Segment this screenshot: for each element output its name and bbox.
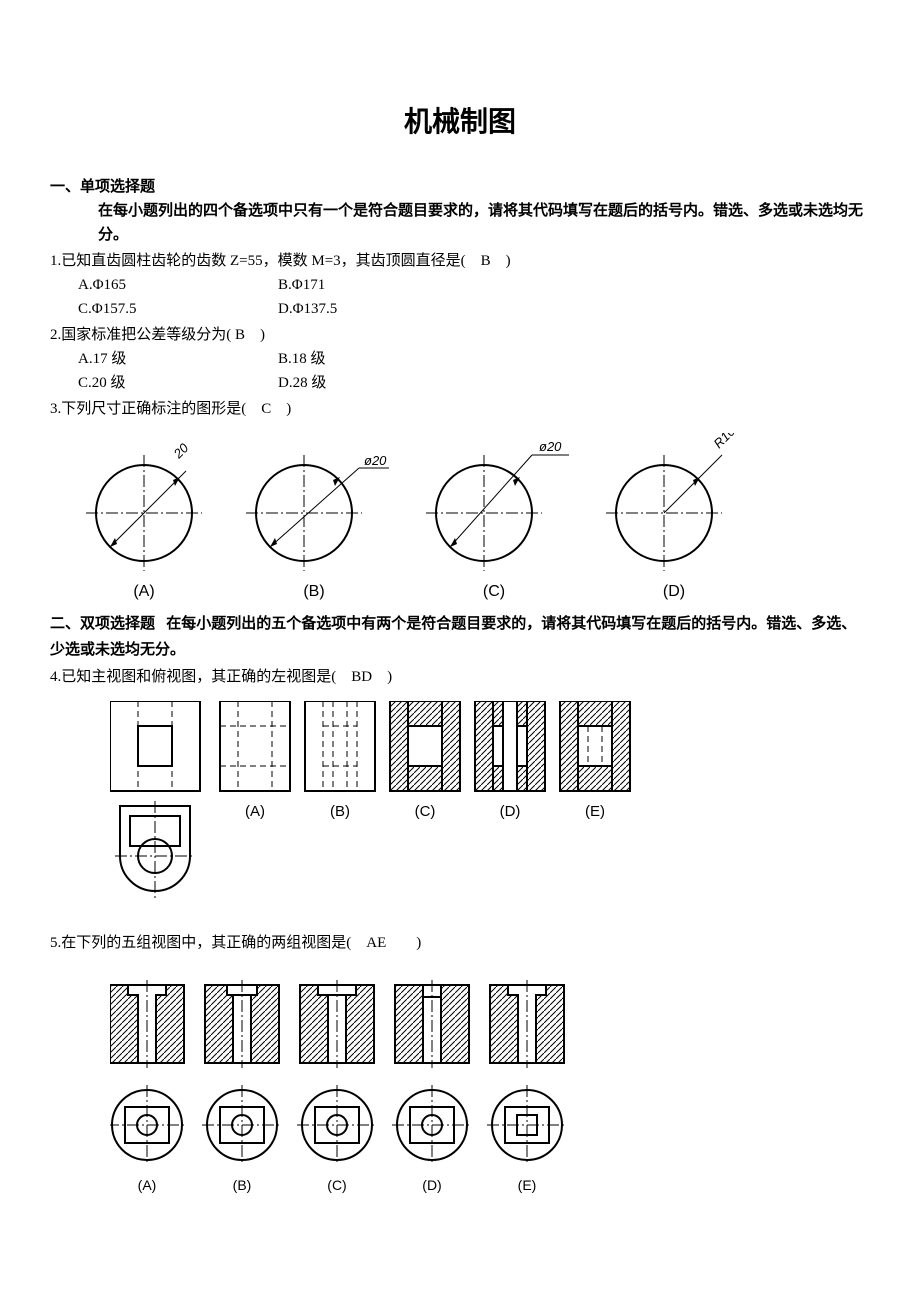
svg-text:(D): (D) bbox=[500, 803, 521, 820]
svg-text:(B): (B) bbox=[330, 803, 350, 820]
q3-figD: R10 (D) bbox=[594, 433, 754, 605]
q1-text: 1.已知直齿圆柱齿轮的齿数 Z=55，模数 M=3，其齿顶圆直径是( B ) bbox=[50, 249, 870, 273]
svg-text:ø20: ø20 bbox=[539, 439, 562, 454]
q1-optB: B.Φ171 bbox=[278, 273, 478, 297]
q1-optC: C.Φ157.5 bbox=[78, 297, 278, 321]
q3-text: 3.下列尺寸正确标注的图形是( C ) bbox=[50, 397, 870, 421]
q5-svg: (A) (B) bbox=[110, 975, 580, 1205]
q2-optD: D.28 级 bbox=[278, 371, 478, 395]
section2-header: 二、双项选择题 在每小题列出的五个备选项中有两个是符合题目要求的，请将其代码填写… bbox=[50, 612, 870, 663]
svg-text:(A): (A) bbox=[245, 803, 265, 820]
q3-figB: ø20 (B) bbox=[234, 433, 394, 605]
section1-header: 一、单项选择题 bbox=[50, 175, 870, 199]
svg-text:20: 20 bbox=[170, 440, 192, 462]
svg-text:(C): (C) bbox=[415, 803, 436, 820]
q3-labelA: (A) bbox=[133, 579, 154, 605]
svg-text:(B): (B) bbox=[233, 1177, 252, 1193]
q1-optA: A.Φ165 bbox=[78, 273, 278, 297]
q3-labelD: (D) bbox=[663, 579, 685, 605]
q4-text: 4.已知主视图和俯视图，其正确的左视图是( BD ) bbox=[50, 665, 870, 689]
section2-prefix: 二、双项选择题 bbox=[50, 616, 155, 632]
svg-text:R10: R10 bbox=[711, 433, 739, 451]
q5-text: 5.在下列的五组视图中，其正确的两组视图是( AE ) bbox=[50, 931, 870, 955]
svg-text:(E): (E) bbox=[518, 1177, 537, 1193]
q2-optB: B.18 级 bbox=[278, 347, 478, 371]
section1-instr: 在每小题列出的四个备选项中只有一个是符合题目要求的，请将其代码填写在题后的括号内… bbox=[98, 199, 870, 247]
q5-figures: (A) (B) bbox=[110, 975, 870, 1205]
svg-text:(A): (A) bbox=[138, 1177, 157, 1193]
section2-instr: 在每小题列出的五个备选项中有两个是符合题目要求的，请将其代码填写在题后的括号内。… bbox=[50, 616, 856, 658]
q1-optD: D.Φ137.5 bbox=[278, 297, 478, 321]
q3-figA: 20 (A) bbox=[74, 433, 214, 605]
q4-figures: (A) (B) (C) bbox=[110, 701, 870, 911]
q3-figures: 20 (A) ø20 (B) ø20 (C) bbox=[74, 433, 870, 605]
q3-figC: ø20 (C) bbox=[414, 433, 574, 605]
q2-optA: A.17 级 bbox=[78, 347, 278, 371]
q2-optC: C.20 级 bbox=[78, 371, 278, 395]
svg-text:ø20: ø20 bbox=[364, 453, 387, 468]
svg-text:(D): (D) bbox=[422, 1177, 441, 1193]
svg-text:(E): (E) bbox=[585, 803, 605, 820]
svg-text:(C): (C) bbox=[327, 1177, 346, 1193]
q3-labelC: (C) bbox=[483, 579, 505, 605]
q4-svg: (A) (B) (C) bbox=[110, 701, 670, 911]
q2-text: 2.国家标准把公差等级分为( B ) bbox=[50, 323, 870, 347]
q3-labelB: (B) bbox=[303, 579, 324, 605]
page-title: 机械制图 bbox=[50, 100, 870, 145]
